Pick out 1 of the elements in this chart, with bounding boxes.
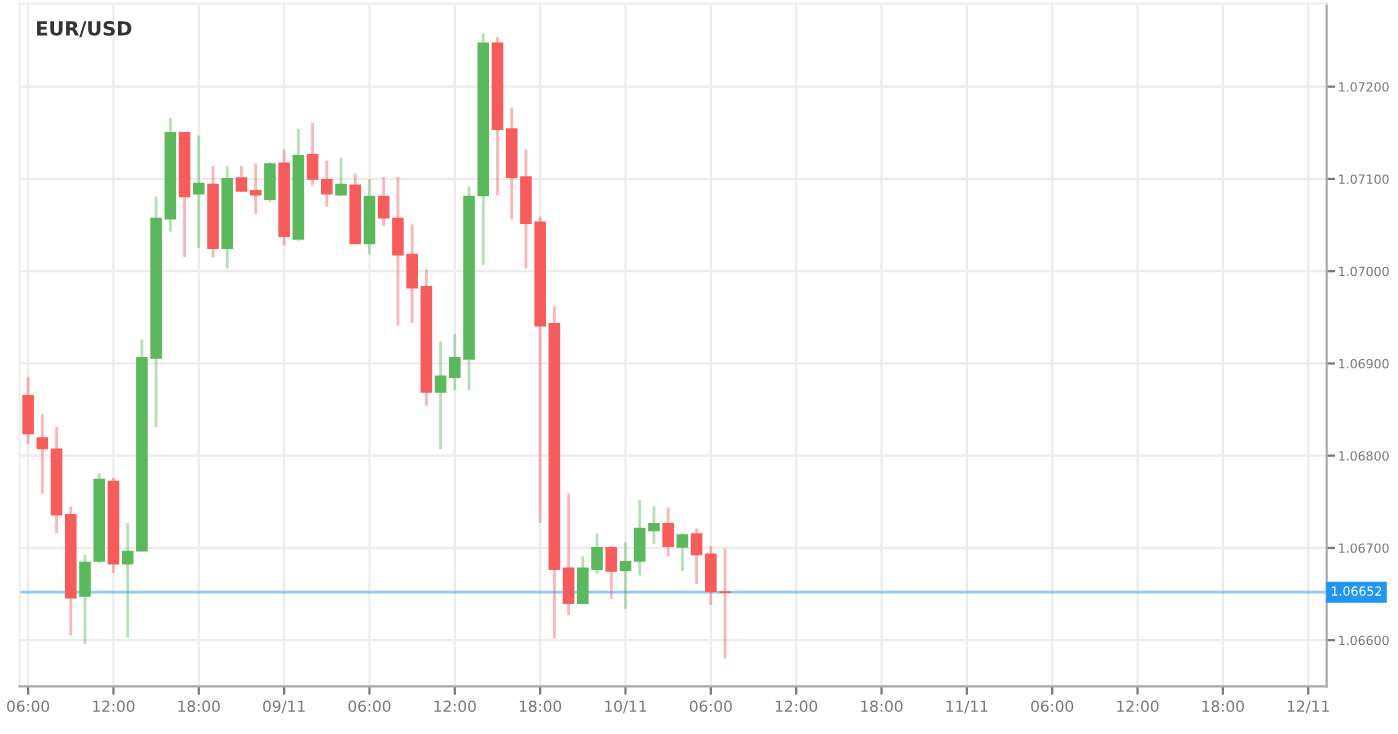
text: EUR/USD [37, 21, 132, 38]
